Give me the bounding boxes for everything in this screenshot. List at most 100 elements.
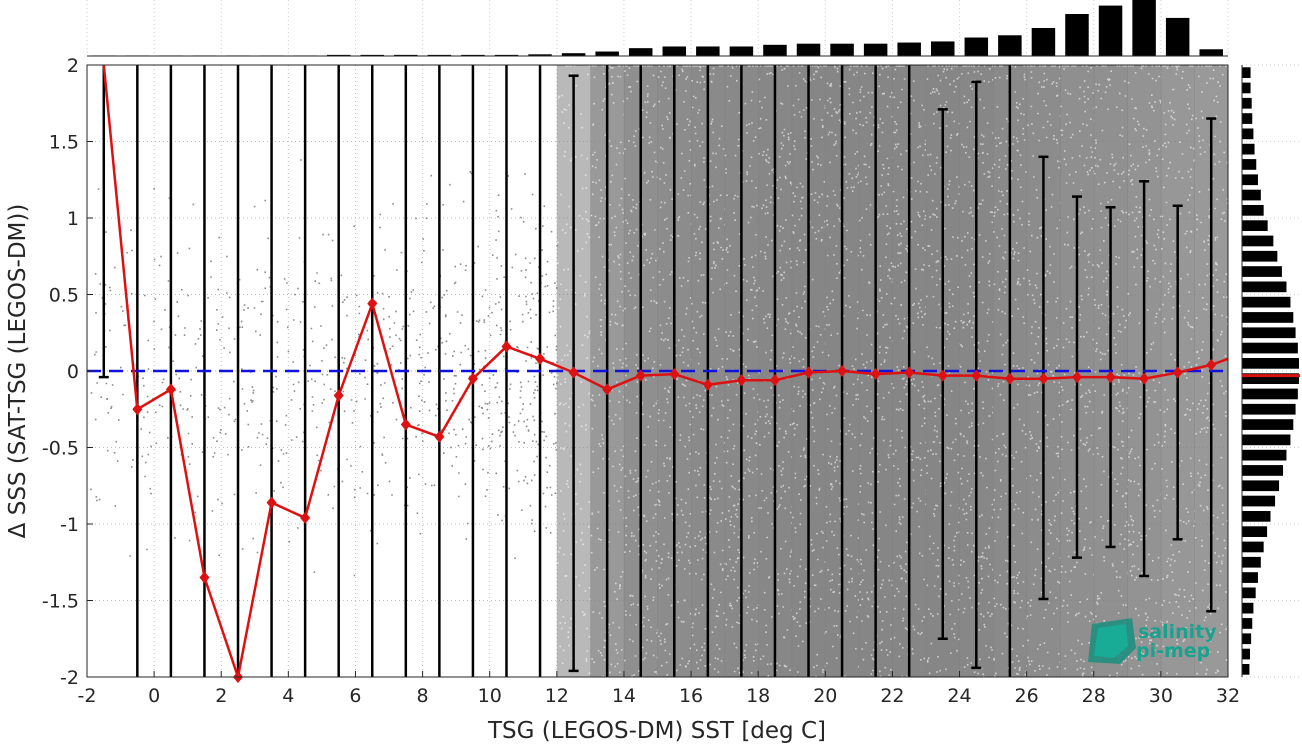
mean-marker-31 xyxy=(1139,372,1150,385)
mean-marker-21 xyxy=(803,366,814,379)
mean-marker-11 xyxy=(467,372,478,385)
scatter-points-bin-17 xyxy=(657,65,693,679)
mean-marker-28 xyxy=(1038,372,1049,385)
right-hist-bar-17 xyxy=(1242,327,1296,339)
y-tick-label-1: -1.5 xyxy=(42,591,79,613)
mean-marker-6 xyxy=(300,511,311,524)
right-hist-bar-26 xyxy=(1242,465,1284,476)
right-hist-bar-34 xyxy=(1242,587,1256,599)
top-hist-bar-11 xyxy=(461,54,485,56)
top-hist-bar-13 xyxy=(528,54,552,56)
top-hist-bar-27 xyxy=(998,35,1022,56)
scatter-points-bin-27 xyxy=(993,65,1029,679)
scatter-points-bin-24 xyxy=(892,65,928,679)
x-tick-label-14: 26 xyxy=(1015,685,1039,707)
top-hist-bar-9 xyxy=(394,54,418,56)
mean-marker-1 xyxy=(132,403,143,416)
y-tick-label-2: -1 xyxy=(60,514,79,536)
x-tick-label-6: 10 xyxy=(478,685,502,707)
mean-marker-16 xyxy=(635,369,646,382)
x-tick-label-8: 14 xyxy=(612,685,636,707)
top-hist-bar-26 xyxy=(964,37,989,56)
x-tick-label-3: 4 xyxy=(282,685,294,707)
right-hist-bar-15 xyxy=(1242,296,1291,308)
right-hist-bar-1 xyxy=(1242,82,1251,94)
right-hist-bar-13 xyxy=(1242,266,1282,277)
top-histogram-grid xyxy=(86,0,1229,56)
mean-marker-23 xyxy=(870,368,881,381)
top-hist-bar-8 xyxy=(360,54,384,56)
x-axis-title: TSG (LEGOS-DM) SST [deg C] xyxy=(487,718,826,744)
right-hist-bar-37 xyxy=(1242,633,1252,645)
right-hist-bar-5 xyxy=(1242,143,1255,155)
right-hist-bar-12 xyxy=(1242,250,1278,262)
x-tick-label-15: 28 xyxy=(1082,685,1106,707)
x-tick-label-11: 20 xyxy=(813,685,837,707)
top-hist-bar-30 xyxy=(1098,5,1123,57)
right-histogram-grid xyxy=(1242,64,1300,678)
x-tick-label-4: 6 xyxy=(349,685,361,707)
top-histogram-bars xyxy=(87,0,1228,57)
scatter-points-bin-19 xyxy=(724,65,760,679)
right-hist-bar-29 xyxy=(1242,510,1271,522)
mean-marker-13 xyxy=(535,352,546,365)
right-hist-bar-6 xyxy=(1242,159,1257,170)
mean-marker-33 xyxy=(1206,358,1217,371)
x-tick-label-13: 24 xyxy=(947,685,971,707)
top-hist-bar-29 xyxy=(1065,14,1089,56)
mean-marker-27 xyxy=(1004,372,1015,385)
x-tick-label-5: 8 xyxy=(417,685,429,707)
right-hist-bar-3 xyxy=(1242,113,1253,124)
top-hist-bar-21 xyxy=(796,43,821,56)
right-hist-bar-27 xyxy=(1242,480,1280,492)
right-hist-bar-10 xyxy=(1242,220,1268,232)
y-tick-label-4: 0 xyxy=(67,361,79,383)
top-hist-bar-28 xyxy=(1031,28,1056,56)
right-hist-bar-35 xyxy=(1242,602,1254,614)
mean-marker-20 xyxy=(769,374,780,387)
y-tick-label-7: 1.5 xyxy=(49,132,79,154)
top-histogram-background xyxy=(87,0,1228,56)
x-tick-label-10: 18 xyxy=(746,685,770,707)
top-hist-bar-19 xyxy=(729,46,754,56)
top-hist-bar-20 xyxy=(763,44,787,56)
main-plot: -2 0 2 4 6 8 10 12 14 16 18 20 22 24 26 28 30 32 -2-1.5-1… xyxy=(42,55,1240,707)
logo-line1: salinity xyxy=(1138,621,1217,643)
right-histogram xyxy=(1241,64,1300,678)
mean-marker-26 xyxy=(971,369,982,382)
right-hist-bar-21 xyxy=(1242,388,1298,400)
top-hist-bar-16 xyxy=(628,48,653,56)
mean-marker-8 xyxy=(367,297,378,310)
x-tick-label-9: 16 xyxy=(679,685,703,707)
mean-marker-24 xyxy=(904,366,915,379)
y-axis-title: Δ SSS (SAT-TSG (LEGOS-DM)) xyxy=(5,204,31,539)
right-hist-bar-36 xyxy=(1242,618,1253,629)
x-tick-label-1: 0 xyxy=(148,685,160,707)
x-axis-ticks: -2 0 2 4 6 8 10 12 14 16 18 20 22 24 26 28 30 32 xyxy=(78,671,1240,707)
right-hist-bar-11 xyxy=(1242,235,1274,247)
x-tick-label-2: 2 xyxy=(215,685,227,707)
scatter-points-bin-21 xyxy=(791,65,827,679)
salinity-pi-mep-logo: salinity pi-mep xyxy=(1088,618,1217,664)
scatter-points-bin-31 xyxy=(1127,65,1163,679)
mean-marker-25 xyxy=(937,369,948,382)
right-hist-bar-24 xyxy=(1242,434,1291,446)
right-histogram-bars xyxy=(1241,65,1299,677)
right-hist-bar-33 xyxy=(1242,572,1258,583)
top-hist-bar-7 xyxy=(326,54,351,56)
mean-marker-30 xyxy=(1105,371,1116,384)
y-tick-label-5: 0.5 xyxy=(49,285,79,307)
mean-marker-22 xyxy=(837,365,848,377)
mean-marker-14 xyxy=(568,366,579,379)
y-tick-label-8: 2 xyxy=(67,55,79,77)
top-hist-bar-18 xyxy=(696,46,720,56)
mean-marker-2 xyxy=(165,383,176,396)
mean-marker-15 xyxy=(602,383,613,396)
mean-marker-18 xyxy=(702,378,713,391)
right-hist-bar-19 xyxy=(1242,357,1299,369)
scatter-points-bin-15 xyxy=(590,65,626,679)
right-hist-bar-4 xyxy=(1242,128,1254,140)
right-hist-bar-20 xyxy=(1242,373,1299,385)
right-hist-bar-39 xyxy=(1242,663,1250,675)
